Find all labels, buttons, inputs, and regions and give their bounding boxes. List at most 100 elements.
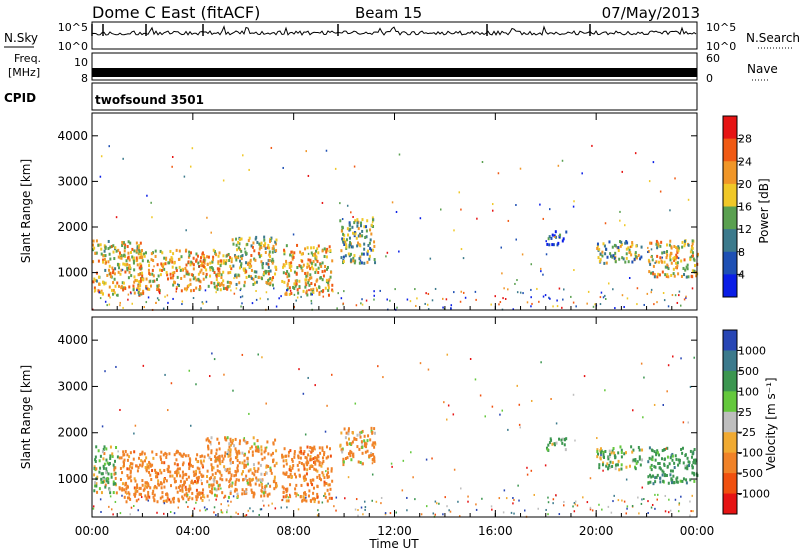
echo-cell	[112, 292, 115, 296]
echo-point	[344, 241, 346, 244]
echo-cell	[290, 291, 293, 295]
echo-cell	[210, 449, 213, 453]
nsky-label: N.Sky	[4, 31, 38, 45]
echo-cell	[109, 272, 112, 276]
echo-cell	[324, 286, 327, 290]
echo-cell	[187, 284, 190, 288]
echo-cell	[315, 457, 318, 461]
echo-cell	[197, 261, 200, 265]
echo-cell	[301, 269, 304, 273]
echo-point	[503, 489, 506, 492]
echo-point	[664, 510, 667, 513]
echo-cell	[300, 266, 303, 270]
echo-cell	[273, 475, 276, 479]
echo-point	[142, 364, 145, 367]
echo-point	[481, 161, 484, 164]
echo-cell	[263, 235, 266, 239]
colorbar-tick-label: 16	[738, 201, 752, 214]
colorbar-tick-label: 28	[738, 133, 752, 146]
echo-cell	[676, 261, 679, 265]
echo-cell	[227, 271, 230, 275]
echo-cell	[551, 233, 554, 237]
echo-cell	[263, 272, 266, 276]
echo-cell	[695, 274, 698, 278]
echo-point	[526, 473, 529, 476]
echo-point	[259, 508, 262, 511]
echo-cell	[252, 495, 255, 499]
echo-cell	[314, 249, 317, 253]
echo-cell	[135, 241, 138, 245]
echo-point	[177, 283, 179, 286]
echo-point	[574, 503, 577, 506]
echo-cell	[115, 491, 118, 495]
echo-cell	[141, 479, 144, 483]
echo-cell	[192, 256, 195, 260]
echo-cell	[296, 243, 299, 247]
echo-cell	[321, 270, 324, 274]
echo-point	[678, 294, 680, 297]
echo-cell	[200, 461, 203, 465]
echo-cell	[610, 451, 613, 455]
echo-cell	[348, 236, 351, 240]
colorbar-segment	[723, 274, 737, 298]
echo-cell	[179, 488, 182, 492]
echo-cell	[275, 484, 278, 488]
echo-cell	[658, 273, 661, 277]
echo-cell	[153, 279, 156, 283]
echo-cell	[163, 267, 166, 271]
echo-point	[323, 494, 325, 497]
echo-cell	[100, 477, 103, 481]
echo-cell	[201, 491, 204, 495]
echo-cell	[197, 278, 200, 282]
echo-cell	[229, 437, 232, 441]
echo-cell	[292, 464, 295, 468]
echo-cell	[349, 451, 352, 455]
echo-cell	[231, 441, 234, 445]
echo-cell	[133, 275, 136, 279]
echo-cell	[672, 257, 675, 261]
echo-cell	[120, 285, 123, 289]
x-tick-label: 12:00	[377, 524, 412, 538]
echo-cell	[656, 246, 659, 250]
echo-point	[335, 509, 337, 512]
echo-cell	[165, 452, 168, 456]
echo-cell	[163, 478, 166, 482]
echo-cell	[217, 283, 220, 287]
echo-cell	[356, 445, 359, 449]
echo-cell	[283, 280, 286, 284]
echo-cell	[287, 272, 290, 276]
echo-cell	[683, 258, 686, 262]
echo-cell	[267, 282, 270, 286]
echo-cell	[264, 242, 267, 246]
y-tick-label: 1000	[57, 266, 88, 280]
echo-cell	[109, 257, 112, 261]
echo-cell	[146, 287, 149, 291]
echo-cell	[198, 492, 201, 496]
echo-cell	[226, 467, 229, 471]
echo-cell	[185, 477, 188, 481]
echo-point	[530, 305, 532, 308]
echo-cell	[352, 455, 355, 459]
echo-cell	[151, 492, 154, 496]
echo-point	[498, 497, 501, 500]
echo-point	[281, 499, 283, 502]
echo-point	[310, 302, 313, 305]
echo-cell	[189, 263, 192, 267]
echo-point	[552, 502, 554, 505]
echo-cell	[601, 254, 604, 258]
echo-cell	[205, 272, 208, 276]
x-tick-label: 00:00	[75, 524, 110, 538]
echo-cell	[221, 454, 224, 458]
echo-cell	[285, 272, 288, 276]
echo-point	[555, 422, 558, 425]
echo-cell	[365, 225, 368, 229]
echo-cell	[181, 267, 184, 271]
echo-cell	[275, 461, 278, 465]
echo-cell	[317, 270, 320, 274]
echo-point	[210, 231, 212, 234]
echo-cell	[181, 488, 184, 492]
echo-cell	[329, 275, 332, 279]
echo-point	[130, 292, 132, 295]
echo-cell	[124, 490, 127, 494]
echo-point	[420, 513, 423, 516]
